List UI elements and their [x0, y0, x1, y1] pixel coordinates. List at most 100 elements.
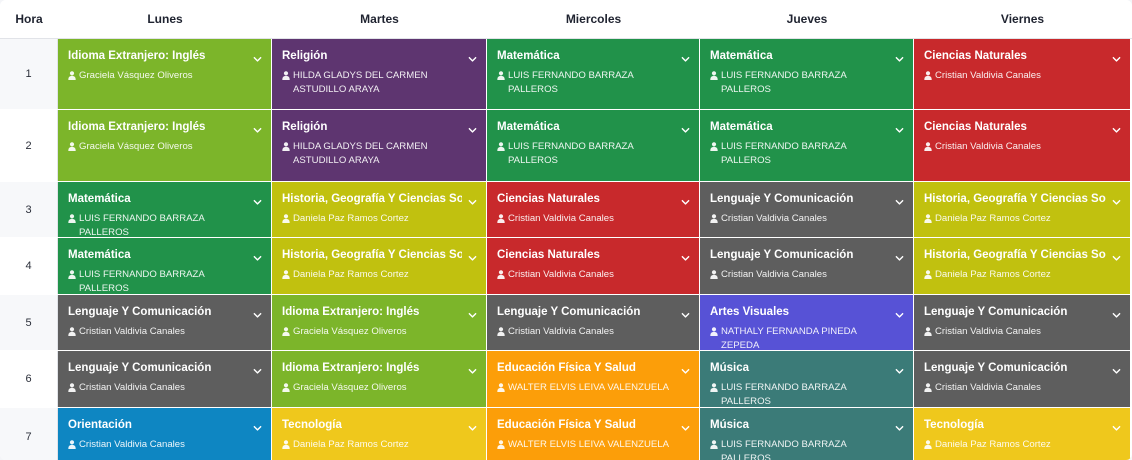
chevron-down-icon[interactable] — [1112, 307, 1121, 318]
chevron-down-icon[interactable] — [681, 194, 690, 205]
chevron-down-icon[interactable] — [253, 307, 262, 318]
chevron-down-icon[interactable] — [895, 363, 904, 374]
subject-name: Historia, Geografía Y Ciencias So — [924, 249, 1106, 261]
class-slot-tuesday[interactable]: Religión HILDA GLADYS DEL CARMEN ASTUDILL… — [272, 39, 487, 109]
class-slot-friday[interactable]: Historia, Geografía Y Ciencias So Daniela… — [914, 238, 1131, 294]
class-slot-tuesday[interactable]: Idioma Extranjero: Inglés Graciela Vásque… — [272, 295, 487, 350]
chevron-down-icon[interactable] — [1112, 420, 1121, 431]
class-slot-thursday[interactable]: Música LUIS FERNANDO BARRAZA PALLEROS — [700, 351, 914, 407]
chevron-down-icon[interactable] — [1112, 250, 1121, 261]
class-slot-monday[interactable]: Lenguaje Y Comunicación Cristian Valdivia… — [58, 295, 272, 350]
chevron-down-icon[interactable] — [681, 363, 690, 374]
chevron-down-icon[interactable] — [253, 122, 262, 133]
subject-name: Ciencias Naturales — [924, 50, 1027, 62]
class-slot-wednesday[interactable]: Ciencias Naturales Cristian Valdivia Cana… — [487, 182, 700, 237]
class-slot-friday[interactable]: Ciencias Naturales Cristian Valdivia Cana… — [914, 110, 1131, 181]
class-slot-tuesday[interactable]: Religión HILDA GLADYS DEL CARMEN ASTUDILL… — [272, 110, 487, 181]
teacher-name: Graciela Vásquez Oliveros — [293, 382, 407, 393]
chevron-down-icon[interactable] — [253, 194, 262, 205]
chevron-down-icon[interactable] — [681, 307, 690, 318]
chevron-down-icon[interactable] — [895, 194, 904, 205]
class-slot-wednesday[interactable]: Lenguaje Y Comunicación Cristian Valdivia… — [487, 295, 700, 350]
header-day-wednesday: Miercoles — [565, 12, 622, 26]
chevron-down-icon[interactable] — [895, 307, 904, 318]
class-slot-thursday[interactable]: Lenguaje Y Comunicación Cristian Valdivia… — [700, 238, 914, 294]
class-slot-wednesday[interactable]: Matemática LUIS FERNANDO BARRAZA PALLEROS — [487, 110, 700, 181]
class-slot-friday[interactable]: Lenguaje Y Comunicación Cristian Valdivia… — [914, 295, 1131, 350]
class-slot-friday[interactable]: Historia, Geografía Y Ciencias So Daniela… — [914, 182, 1131, 237]
chevron-down-icon[interactable] — [253, 51, 262, 62]
chevron-down-icon[interactable] — [1112, 194, 1121, 205]
class-slot-tuesday[interactable]: Historia, Geografía Y Ciencias So Daniela… — [272, 182, 487, 237]
class-slot-monday[interactable]: Idioma Extranjero: Inglés Graciela Vásque… — [58, 39, 272, 109]
class-slot-thursday[interactable]: Música LUIS FERNANDO BARRAZA PALLEROS — [700, 408, 914, 460]
teacher-line: LUIS FERNANDO BARRAZA PALLEROS — [497, 69, 675, 97]
class-slot-monday[interactable]: Idioma Extranjero: Inglés Graciela Vásque… — [58, 110, 272, 181]
chevron-down-icon[interactable] — [468, 363, 477, 374]
teacher-name: Cristian Valdivia Canales — [79, 439, 185, 450]
chevron-down-icon[interactable] — [253, 420, 262, 431]
teacher-line: LUIS FERNANDO BARRAZA PALLEROS — [710, 381, 889, 407]
chevron-down-icon[interactable] — [895, 122, 904, 133]
class-slot-wednesday[interactable]: Educación Física Y Salud WALTER ELVIS LEI… — [487, 351, 700, 407]
teacher-name: HILDA GLADYS DEL CARMEN ASTUDILLO ARAYA — [293, 141, 428, 166]
class-slot-tuesday[interactable]: Idioma Extranjero: Inglés Graciela Vásque… — [272, 351, 487, 407]
hour-cell: 4 — [0, 238, 58, 294]
chevron-down-icon[interactable] — [253, 250, 262, 261]
subject-name: Matemática — [68, 193, 131, 205]
subject-name: Artes Visuales — [710, 306, 790, 318]
class-slot-wednesday[interactable]: Educación Física Y Salud WALTER ELVIS LEI… — [487, 408, 700, 460]
class-slot-friday[interactable]: Tecnología Daniela Paz Ramos Cortez — [914, 408, 1131, 460]
subject-name: Ciencias Naturales — [497, 249, 600, 261]
class-slot-thursday[interactable]: Artes Visuales NATHALY FERNANDA PINEDA ZE… — [700, 295, 914, 350]
class-slot-monday[interactable]: Orientación Cristian Valdivia Canales — [58, 408, 272, 460]
teacher-line: Cristian Valdivia Canales — [710, 212, 889, 226]
chevron-down-icon[interactable] — [468, 194, 477, 205]
person-icon — [282, 71, 290, 80]
header-day-thursday: Jueves — [786, 12, 828, 26]
teacher-name: Cristian Valdivia Canales — [935, 141, 1041, 152]
class-slot-thursday[interactable]: Matemática LUIS FERNANDO BARRAZA PALLEROS — [700, 110, 914, 181]
chevron-down-icon[interactable] — [1112, 122, 1121, 133]
class-slot-tuesday[interactable]: Tecnología Daniela Paz Ramos Cortez — [272, 408, 487, 460]
subject-name: Tecnología — [924, 419, 984, 431]
class-slot-wednesday[interactable]: Ciencias Naturales Cristian Valdivia Cana… — [487, 238, 700, 294]
teacher-name: Daniela Paz Ramos Cortez — [293, 439, 409, 450]
class-slot-thursday[interactable]: Lenguaje Y Comunicación Cristian Valdivia… — [700, 182, 914, 237]
chevron-down-icon[interactable] — [468, 122, 477, 133]
teacher-line: WALTER ELVIS LEIVA VALENZUELA — [497, 438, 675, 452]
table-row: 5 Lenguaje Y Comunicación Cristian Valdivi… — [0, 295, 1132, 351]
subject-name: Idioma Extranjero: Inglés — [282, 306, 420, 318]
chevron-down-icon[interactable] — [681, 122, 690, 133]
chevron-down-icon[interactable] — [681, 250, 690, 261]
person-icon — [497, 71, 505, 80]
class-slot-friday[interactable]: Ciencias Naturales Cristian Valdivia Cana… — [914, 39, 1131, 109]
class-slot-monday[interactable]: Lenguaje Y Comunicación Cristian Valdivia… — [58, 351, 272, 407]
hour-cell: 6 — [0, 351, 58, 407]
class-slot-wednesday[interactable]: Matemática LUIS FERNANDO BARRAZA PALLEROS — [487, 39, 700, 109]
teacher-line: Daniela Paz Ramos Cortez — [924, 268, 1106, 282]
chevron-down-icon[interactable] — [468, 420, 477, 431]
class-slot-tuesday[interactable]: Historia, Geografía Y Ciencias So Daniela… — [272, 238, 487, 294]
chevron-down-icon[interactable] — [468, 307, 477, 318]
chevron-down-icon[interactable] — [253, 363, 262, 374]
chevron-down-icon[interactable] — [895, 51, 904, 62]
class-slot-friday[interactable]: Lenguaje Y Comunicación Cristian Valdivia… — [914, 351, 1131, 407]
chevron-down-icon[interactable] — [681, 420, 690, 431]
chevron-down-icon[interactable] — [1112, 51, 1121, 62]
class-slot-monday[interactable]: Matemática LUIS FERNANDO BARRAZA PALLEROS — [58, 238, 272, 294]
class-slot-thursday[interactable]: Matemática LUIS FERNANDO BARRAZA PALLEROS — [700, 39, 914, 109]
chevron-down-icon[interactable] — [895, 250, 904, 261]
subject-name: Música — [710, 362, 749, 374]
class-slot-monday[interactable]: Matemática LUIS FERNANDO BARRAZA PALLEROS — [58, 182, 272, 237]
chevron-down-icon[interactable] — [681, 51, 690, 62]
teacher-line: Cristian Valdivia Canales — [497, 268, 675, 282]
chevron-down-icon[interactable] — [1112, 363, 1121, 374]
chevron-down-icon[interactable] — [468, 250, 477, 261]
chevron-down-icon[interactable] — [468, 51, 477, 62]
teacher-line: Cristian Valdivia Canales — [924, 381, 1106, 395]
chevron-down-icon[interactable] — [895, 420, 904, 431]
teacher-name: Cristian Valdivia Canales — [79, 326, 185, 337]
table-row: 6 Lenguaje Y Comunicación Cristian Valdivi… — [0, 351, 1132, 408]
